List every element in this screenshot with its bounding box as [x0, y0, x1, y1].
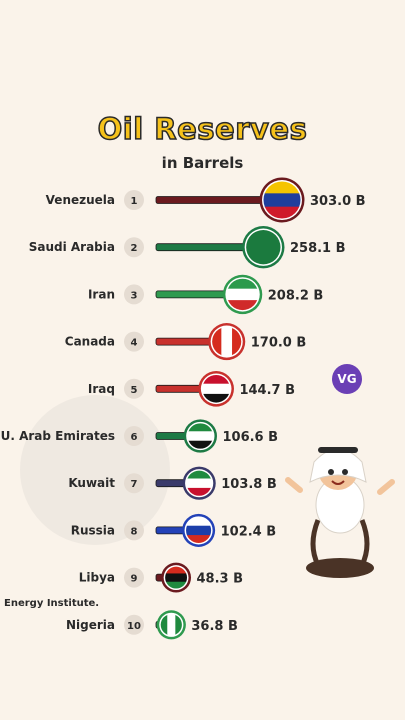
rank-number: 8	[131, 526, 138, 537]
chart-title: Oil Reserves	[97, 111, 308, 147]
rank-badge	[124, 567, 144, 588]
iraq-flag-icon	[202, 375, 230, 403]
country-label: Iraq	[88, 382, 115, 396]
value-label: 258.1 B	[290, 241, 346, 256]
venezuela-flag-icon	[263, 181, 301, 219]
rank-badge	[124, 520, 144, 541]
rank-badge	[124, 473, 144, 494]
source-text: Energy Institute.	[4, 598, 100, 609]
value-label: 144.7 B	[239, 383, 295, 398]
rank-badge	[124, 331, 144, 352]
country-label: Libya	[79, 571, 115, 585]
canada-flag-icon	[212, 327, 242, 357]
libya-flag-icon	[165, 566, 188, 589]
saudi-arabia-flag-icon	[246, 230, 281, 265]
chart-subtitle: in Barrels	[161, 154, 244, 172]
bar-iraq	[155, 384, 206, 393]
rank-number: 3	[131, 290, 138, 301]
rank-number: 7	[131, 479, 138, 490]
rank-number: 2	[131, 243, 138, 254]
vg-logo-icon: VG	[332, 364, 362, 394]
rank-number: 4	[131, 338, 138, 349]
rank-number: 10	[127, 621, 141, 632]
country-label: Russia	[71, 523, 115, 537]
value-label: 208.2 B	[268, 288, 324, 303]
rank-number: 1	[131, 196, 138, 207]
country-label: Saudi Arabia	[29, 240, 115, 254]
rank-badge	[124, 378, 144, 399]
country-label: Kuwait	[68, 476, 115, 490]
rank-badge	[124, 426, 144, 446]
value-label: 170.0 B	[251, 336, 307, 351]
bar-saudi-arabia	[155, 243, 250, 252]
country-label: Nigeria	[66, 618, 115, 632]
value-label: 103.8 B	[221, 477, 277, 492]
country-label: Venezuela	[46, 193, 115, 207]
country-label: U. Arab Emirates	[1, 429, 115, 443]
rank-number: 9	[131, 574, 138, 585]
iran-flag-icon	[226, 278, 259, 311]
value-label: 102.4 B	[221, 524, 277, 539]
uae-flag-icon	[187, 423, 213, 449]
rank-badge	[124, 190, 144, 210]
russia-flag-icon	[186, 517, 212, 543]
value-label: 36.8 B	[191, 619, 238, 634]
country-label: Iran	[88, 287, 115, 301]
bar-canada	[155, 337, 216, 346]
value-label: 303.0 B	[310, 194, 366, 209]
value-label: 106.6 B	[222, 430, 278, 445]
rank-badge	[124, 237, 144, 258]
rank-number: 6	[131, 432, 138, 443]
rank-badge	[124, 614, 144, 635]
mascot-illustration-icon	[285, 447, 395, 578]
value-label: 48.3 B	[197, 572, 244, 587]
rank-badge	[124, 284, 144, 305]
bar-iran	[155, 290, 230, 299]
kuwait-flag-icon	[186, 470, 212, 496]
country-label: Canada	[65, 335, 115, 349]
rank-number: 5	[131, 385, 138, 396]
bar-venezuela	[155, 196, 267, 204]
nigeria-flag-icon	[160, 614, 182, 636]
